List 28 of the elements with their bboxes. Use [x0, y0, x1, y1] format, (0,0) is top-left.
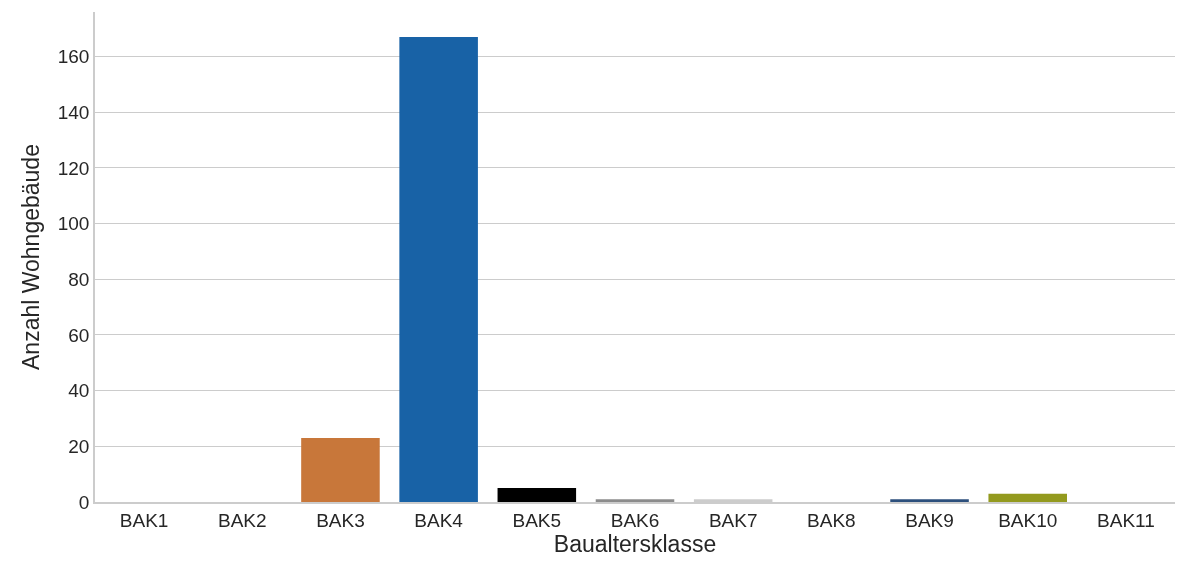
bar	[497, 488, 577, 502]
y-tick-label: 20	[68, 435, 90, 457]
y-tick-label: 60	[68, 324, 90, 346]
x-tick-label: BAK4	[414, 509, 464, 531]
y-tick-label: 100	[57, 213, 90, 235]
x-tick-label: BAK11	[1097, 509, 1155, 531]
y-tick-label: 80	[68, 268, 90, 290]
x-tick-label: BAK1	[119, 509, 169, 531]
x-tick-label: BAK5	[512, 509, 562, 531]
y-tick-label: 40	[68, 380, 90, 402]
y-axis-title: Anzahl Wohngebäude	[17, 144, 44, 370]
x-tick-label: BAK6	[610, 509, 660, 531]
x-tick-label: BAK3	[316, 509, 365, 531]
x-axis-title: Baualtersklasse	[553, 530, 717, 557]
y-tick-label: 0	[78, 491, 90, 513]
y-tick-label: 140	[57, 101, 90, 123]
y-tick-label: 160	[57, 46, 90, 68]
x-tick-label: BAK10	[998, 509, 1058, 531]
bar	[595, 499, 675, 502]
y-tick-label: 120	[57, 157, 90, 179]
x-tick-label: BAK9	[905, 509, 954, 531]
bar	[890, 499, 969, 502]
x-tick-label: BAK2	[217, 509, 267, 531]
bar	[988, 493, 1067, 502]
bar	[399, 37, 478, 502]
bar	[301, 437, 380, 502]
x-tick-label: BAK8	[807, 509, 856, 531]
x-tick-label: BAK7	[708, 509, 758, 531]
